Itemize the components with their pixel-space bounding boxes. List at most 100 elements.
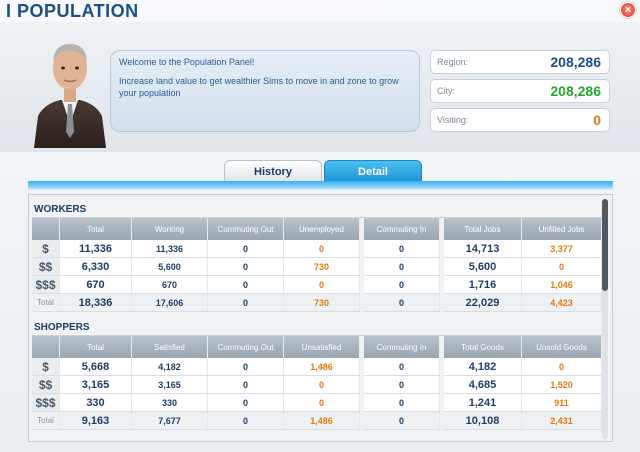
- commuting-out-cell: 0: [208, 412, 284, 430]
- unemployed-cell: 730: [284, 294, 360, 312]
- commuting-in-cell: 0: [364, 376, 440, 394]
- total-goods-cell: 4,685: [444, 376, 522, 394]
- total-row-label: Total: [32, 412, 60, 430]
- working-cell: 5,600: [132, 258, 208, 276]
- total-cell: 330: [60, 394, 132, 412]
- column-gap: [440, 412, 444, 430]
- total-cell: 3,165: [60, 376, 132, 394]
- shoppers-header-row: Total Satisfied Commuting Out Unsatisfie…: [32, 336, 602, 358]
- column-gap: [360, 376, 364, 394]
- scrollbar-thumb[interactable]: [602, 199, 608, 291]
- column-gap: [360, 358, 364, 376]
- window-title: I POPULATION: [6, 1, 139, 21]
- column-gap: [440, 276, 444, 294]
- city-value: 208,286: [550, 83, 601, 99]
- detail-panel: WORKERS Total Working Commuting Out Unem…: [28, 194, 613, 442]
- unsold-goods-cell: 911: [522, 394, 602, 412]
- unsold-goods-cell: 1,520: [522, 376, 602, 394]
- commuting-in-cell: 0: [364, 258, 440, 276]
- column-gap: [360, 276, 364, 294]
- commuting-in-cell: 0: [364, 276, 440, 294]
- wealth-medium-icon: $$: [32, 258, 60, 276]
- column-header: Commuting Out: [208, 218, 284, 240]
- column-gap: [440, 394, 444, 412]
- satisfied-cell: 330: [132, 394, 208, 412]
- unsold-goods-cell: 0: [522, 358, 602, 376]
- total-jobs-cell: 5,600: [444, 258, 522, 276]
- unsold-goods-cell: 2,431: [522, 412, 602, 430]
- total-cell: 11,336: [60, 240, 132, 258]
- commuting-out-cell: 0: [208, 294, 284, 312]
- column-gap: [440, 358, 444, 376]
- table-row: $ 11,336 11,336 0 0 0 14,713 3,377: [32, 240, 602, 258]
- visiting-stat: Visiting: 0: [430, 108, 610, 132]
- vertical-scrollbar[interactable]: [602, 199, 608, 439]
- shoppers-header-icon: [32, 336, 60, 358]
- column-gap: [360, 412, 364, 430]
- total-cell: 670: [60, 276, 132, 294]
- total-goods-cell: 10,108: [444, 412, 522, 430]
- column-gap: [360, 240, 364, 258]
- commuting-in-cell: 0: [364, 240, 440, 258]
- column-header: Commuting In: [364, 336, 440, 358]
- commuting-out-cell: 0: [208, 394, 284, 412]
- column-gap: [440, 240, 444, 258]
- wealth-low-icon: $: [32, 240, 60, 258]
- table-row: $ 5,668 4,182 0 1,486 0 4,182 0: [32, 358, 602, 376]
- satisfied-cell: 3,165: [132, 376, 208, 394]
- tab-detail[interactable]: Detail: [324, 160, 422, 182]
- tab-underline-bar: [28, 181, 613, 190]
- table-row: $$ 6,330 5,600 0 730 0 5,600 0: [32, 258, 602, 276]
- total-goods-cell: 4,182: [444, 358, 522, 376]
- workers-header-row: Total Working Commuting Out Unemployed C…: [32, 218, 602, 240]
- column-header: Working: [132, 218, 208, 240]
- unemployed-cell: 730: [284, 258, 360, 276]
- column-header: Satisfied: [132, 336, 208, 358]
- commuting-in-cell: 0: [364, 294, 440, 312]
- workers-header-icon: [32, 218, 60, 240]
- commuting-in-cell: 0: [364, 412, 440, 430]
- wealth-medium-icon: $$: [32, 376, 60, 394]
- panel-tabs: History Detail: [224, 160, 422, 182]
- column-header: Commuting Out: [208, 336, 284, 358]
- total-jobs-cell: 1,716: [444, 276, 522, 294]
- column-gap: [440, 294, 444, 312]
- column-gap: [360, 394, 364, 412]
- unfilled-jobs-cell: 0: [522, 258, 602, 276]
- region-stat: Region: 208,286: [430, 50, 610, 74]
- advisor-speech-bubble: Welcome to the Population Panel! Increas…: [110, 50, 420, 132]
- commuting-out-cell: 0: [208, 376, 284, 394]
- commuting-in-cell: 0: [364, 358, 440, 376]
- column-gap: [360, 258, 364, 276]
- column-gap: [440, 376, 444, 394]
- column-header: Total Jobs: [444, 218, 522, 240]
- total-goods-cell: 1,241: [444, 394, 522, 412]
- city-label: City:: [437, 86, 455, 96]
- total-cell: 6,330: [60, 258, 132, 276]
- wealth-high-icon: $$$: [32, 394, 60, 412]
- unemployed-cell: 0: [284, 240, 360, 258]
- total-row-label: Total: [32, 294, 60, 312]
- shoppers-table: Total Satisfied Commuting Out Unsatisfie…: [32, 336, 602, 430]
- unemployed-cell: 0: [284, 276, 360, 294]
- tab-history[interactable]: History: [224, 160, 322, 182]
- total-cell: 5,668: [60, 358, 132, 376]
- working-cell: 11,336: [132, 240, 208, 258]
- commuting-out-cell: 0: [208, 240, 284, 258]
- column-header: Unsold Goods: [522, 336, 602, 358]
- unfilled-jobs-cell: 1,046: [522, 276, 602, 294]
- total-jobs-cell: 14,713: [444, 240, 522, 258]
- unsatisfied-cell: 1,486: [284, 412, 360, 430]
- table-row: $$$ 330 330 0 0 0 1,241 911: [32, 394, 602, 412]
- table-row: $$$ 670 670 0 0 0 1,716 1,046: [32, 276, 602, 294]
- unfilled-jobs-cell: 3,377: [522, 240, 602, 258]
- satisfied-cell: 7,677: [132, 412, 208, 430]
- column-gap: [440, 336, 444, 358]
- close-button[interactable]: ×: [620, 2, 636, 18]
- advisor-message-tip: Increase land value to get wealthier Sim…: [119, 76, 399, 98]
- column-gap: [440, 258, 444, 276]
- satisfied-cell: 4,182: [132, 358, 208, 376]
- visiting-label: Visiting:: [437, 115, 469, 125]
- column-header: Total Goods: [444, 336, 522, 358]
- advisor-avatar: [34, 44, 106, 148]
